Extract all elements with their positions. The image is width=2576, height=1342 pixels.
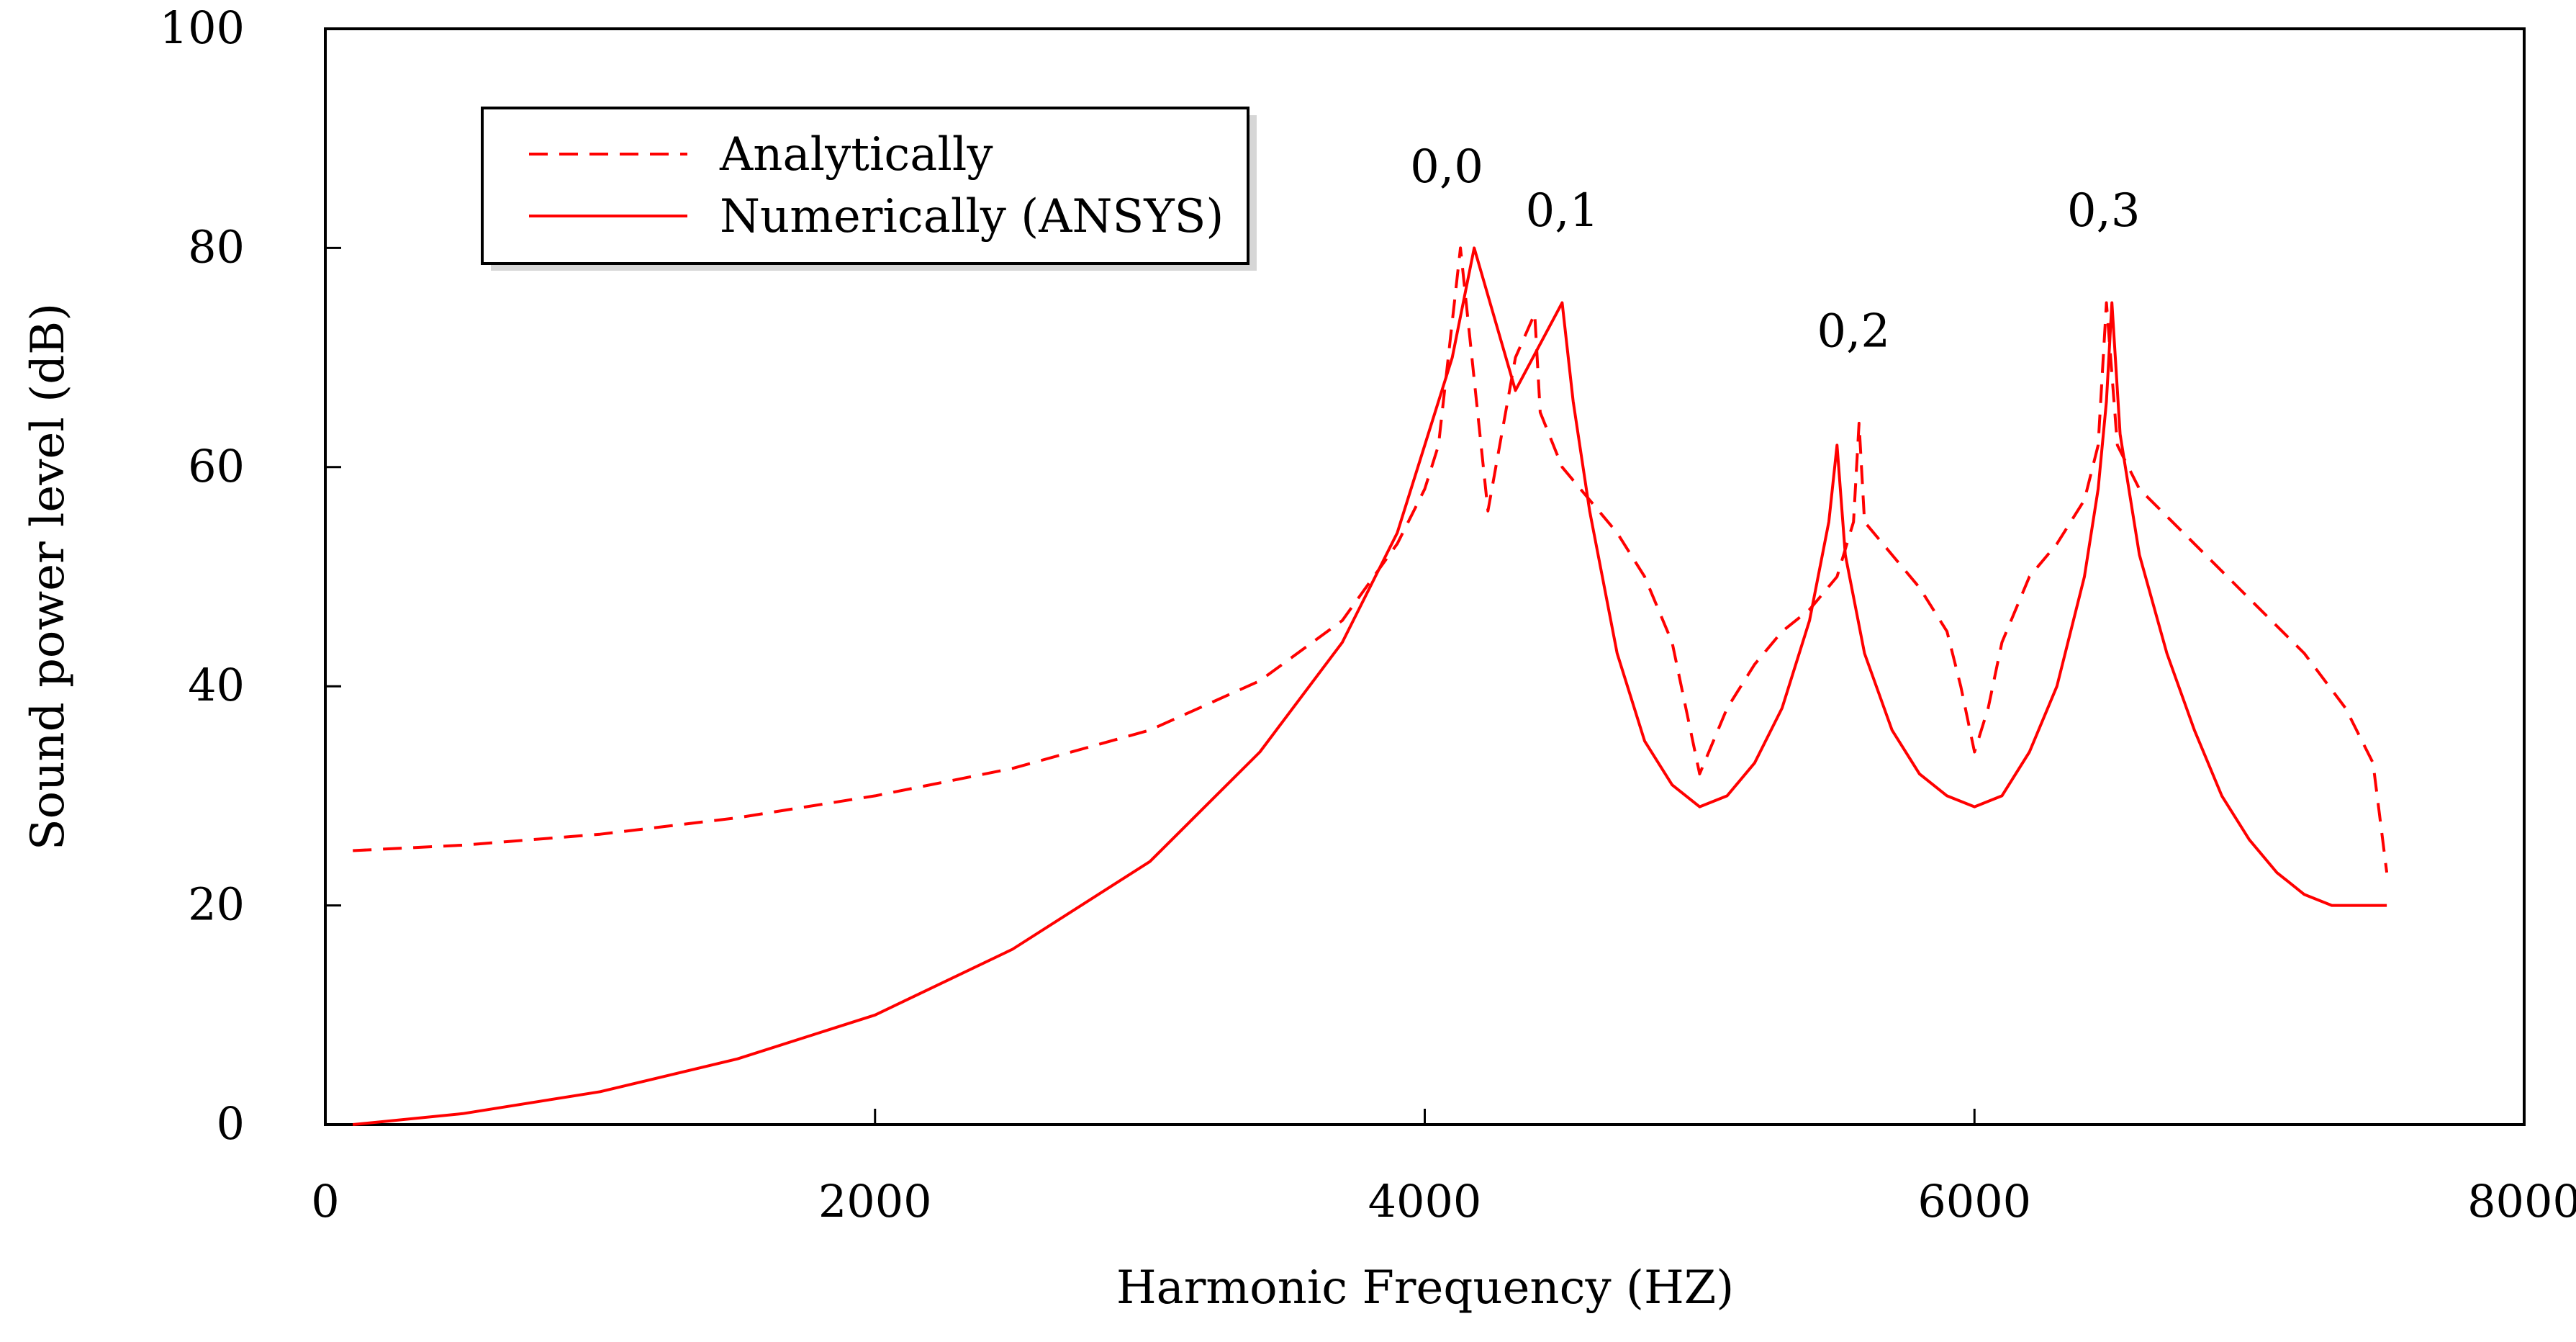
y-tick-label: 20 [188, 878, 245, 931]
series-line-analytically [353, 246, 2389, 873]
x-axis: 0 2000 4000 6000 8000 [311, 1109, 2576, 1228]
peak-label: 0,1 [1526, 184, 1599, 238]
x-tick-label: 2000 [818, 1175, 932, 1228]
legend: Analytically Numerically (ANSYS) [481, 107, 1257, 271]
x-tick-label: 4000 [1368, 1175, 1482, 1228]
x-tick-label: 8000 [2467, 1175, 2576, 1228]
peak-label: 0,2 [1817, 305, 1890, 358]
y-tick-label: 60 [188, 440, 245, 492]
legend-label-numerically: Numerically (ANSYS) [720, 190, 1224, 243]
peak-annotations: 0,0 0,1 0,2 0,3 [1410, 140, 2140, 358]
series-line-numerically [353, 246, 2387, 1126]
series-group [353, 246, 2389, 1126]
y-axis-title: Sound power level (dB) [22, 303, 75, 850]
x-axis-title: Harmonic Frequency (HZ) [1116, 1261, 1734, 1315]
y-tick-label: 80 [188, 220, 245, 273]
peak-label: 0,0 [1410, 140, 1483, 194]
y-tick-label: 40 [188, 659, 245, 711]
x-tick-label: 6000 [1917, 1175, 2031, 1228]
y-tick-label: 100 [160, 1, 245, 54]
y-axis: 0 20 40 60 80 100 [160, 1, 341, 1150]
y-tick-label: 0 [217, 1097, 245, 1150]
peak-label: 0,3 [2067, 184, 2141, 238]
legend-box [481, 107, 1249, 265]
legend-label-analytically: Analytically [719, 128, 993, 181]
x-tick-label: 0 [311, 1175, 339, 1228]
